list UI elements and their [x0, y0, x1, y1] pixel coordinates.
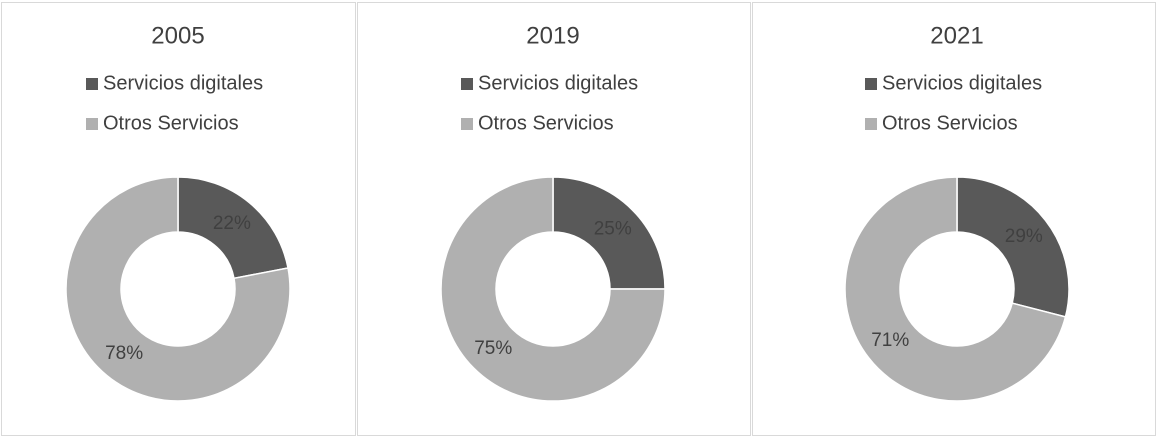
legend-label: Servicios digitales	[882, 72, 1042, 94]
legend-label: Otros Servicios	[882, 112, 1018, 134]
legend-swatch	[461, 78, 473, 90]
legend-label: Otros Servicios	[103, 112, 239, 134]
donut-slice	[65, 176, 291, 402]
donut-slice	[844, 176, 1067, 402]
legend-swatch	[865, 78, 877, 90]
chart-panel: 2019 Servicios digitales Otros Servicios 25…	[357, 2, 751, 436]
chart-panel: 2005 Servicios digitales Otros Servicios 22…	[1, 2, 356, 436]
legend-label: Servicios digitales	[103, 72, 263, 94]
value-label: 71%	[871, 330, 909, 351]
legend-swatch	[461, 118, 473, 130]
chart-panel: 2021 Servicios digitales Otros Servicios 29…	[752, 2, 1156, 436]
chart-title: 2005	[151, 22, 204, 49]
legend-swatch	[86, 118, 98, 130]
value-label: 75%	[474, 338, 512, 359]
donut-slice	[177, 176, 289, 280]
chart-title: 2019	[526, 22, 579, 49]
value-label: 78%	[105, 343, 143, 364]
donut-slice	[552, 176, 666, 290]
legend-swatch	[86, 78, 98, 90]
legend-swatch	[865, 118, 877, 130]
value-label: 25%	[594, 218, 632, 239]
legend-label: Otros Servicios	[478, 112, 614, 134]
donut-slice	[956, 176, 1070, 318]
chart-title: 2021	[930, 22, 983, 49]
value-label: 22%	[213, 213, 251, 234]
donut-slice	[440, 176, 666, 402]
value-label: 29%	[1005, 226, 1043, 247]
legend-label: Servicios digitales	[478, 72, 638, 94]
